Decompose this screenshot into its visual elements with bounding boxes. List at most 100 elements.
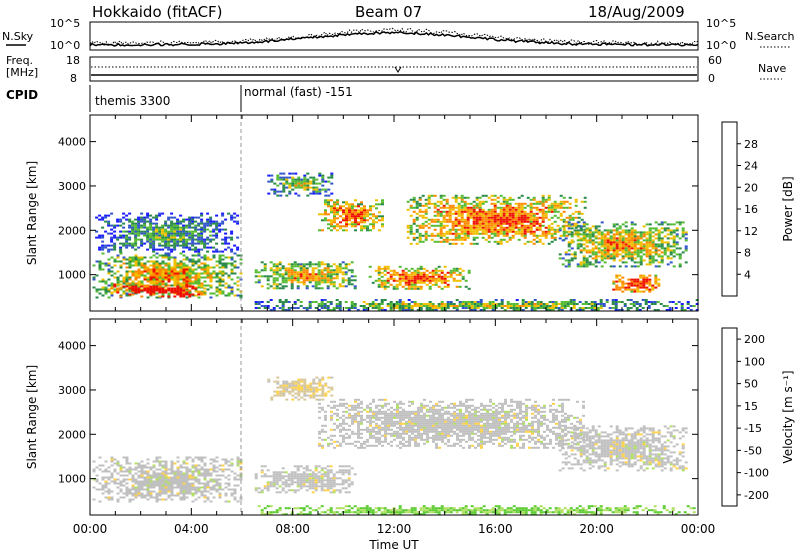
echo-cell — [490, 222, 494, 225]
echo-cell — [583, 200, 587, 203]
echo-cell — [383, 269, 387, 272]
echo-cell — [660, 239, 664, 242]
echo-cell — [627, 229, 631, 232]
echo-cell — [128, 500, 132, 503]
echo-cell — [419, 305, 423, 307]
echo-cell — [421, 224, 425, 227]
echo-cell — [556, 224, 560, 227]
echo-cell — [297, 180, 301, 183]
echo-cell — [224, 294, 228, 297]
echo-cell — [317, 471, 321, 474]
echo-cell — [418, 236, 422, 239]
echo-cell — [269, 269, 273, 272]
echo-cell — [149, 240, 153, 243]
echo-cell — [161, 232, 165, 235]
noise-left-tick-top: 10^5 — [50, 17, 80, 30]
echo-cell — [520, 202, 524, 205]
echo-cell — [146, 285, 150, 288]
echo-cell — [326, 465, 330, 468]
echo-cell — [137, 220, 141, 223]
echo-cell — [591, 251, 595, 254]
echo-cell — [134, 244, 138, 247]
echo-cell — [290, 479, 294, 482]
echo-cell — [146, 490, 150, 493]
echo-cell — [164, 282, 168, 285]
echo-cell — [475, 242, 479, 245]
echo-cell — [309, 186, 313, 189]
echo-cell — [254, 269, 258, 272]
echo-cell — [272, 273, 276, 276]
echo-cell — [585, 259, 589, 262]
echo-cell — [218, 254, 222, 257]
echo-cell — [431, 279, 435, 282]
echo-cell — [272, 479, 276, 482]
echo-cell — [263, 487, 267, 490]
echo-cell — [134, 472, 138, 475]
echo-cell — [285, 194, 289, 197]
echo-cell — [508, 238, 512, 241]
echo-cell — [293, 279, 297, 282]
echo-cell — [308, 281, 312, 284]
echo-cell — [532, 216, 536, 219]
echo-cell — [338, 309, 342, 311]
echo-cell — [389, 277, 393, 280]
echo-cell — [179, 214, 183, 217]
echo-cell — [579, 263, 583, 266]
echo-cell — [332, 485, 336, 488]
echo-cell — [339, 207, 342, 210]
echo-cell — [149, 234, 153, 237]
echo-cell — [603, 249, 607, 252]
echo-cell — [197, 258, 201, 261]
echo-cell — [134, 228, 138, 231]
echo-cell — [200, 482, 204, 485]
echo-cell — [119, 280, 123, 283]
echo-cell — [272, 471, 276, 474]
echo-cell — [299, 265, 303, 268]
echo-cell — [197, 286, 201, 289]
echo-cell — [158, 238, 162, 241]
echo-cell — [314, 483, 318, 486]
echo-cell — [639, 284, 643, 287]
echo-cell — [485, 303, 489, 305]
echo-cell — [173, 480, 177, 483]
echo-cell — [615, 276, 619, 279]
echo-cell — [317, 475, 321, 478]
echo-cell — [146, 260, 150, 263]
echo-cell — [347, 269, 351, 272]
echo-cell — [200, 490, 204, 493]
echo-cell — [281, 305, 285, 307]
echo-cell — [128, 290, 132, 293]
echo-cell — [188, 484, 192, 487]
echo-cell — [612, 229, 616, 232]
echo-cell — [642, 284, 646, 287]
echo-cell — [188, 220, 192, 223]
echo-cell — [538, 222, 542, 225]
echo-cell — [398, 265, 402, 268]
echo-cell — [152, 278, 156, 281]
echo-cell — [502, 234, 506, 237]
echo-cell — [684, 245, 688, 248]
echo-cell — [104, 290, 108, 293]
echo-cell — [173, 272, 177, 275]
echo-cell — [272, 281, 276, 284]
echo-cell — [191, 264, 195, 267]
echo-cell — [131, 222, 135, 225]
echo-cell — [684, 239, 688, 242]
echo-cell — [529, 208, 533, 211]
echo-cell — [412, 222, 416, 225]
echo-cell — [275, 305, 279, 307]
echo-cell — [134, 466, 138, 469]
echo-cell — [579, 225, 583, 228]
echo-cell — [458, 273, 462, 276]
echo-cell — [662, 305, 666, 307]
echo-cell — [404, 271, 408, 274]
echo-cell — [422, 279, 426, 282]
echo-cell — [344, 271, 348, 274]
echo-cell — [582, 221, 586, 224]
echo-cell — [113, 244, 117, 247]
echo-cell — [410, 277, 414, 280]
echo-cell — [137, 284, 141, 287]
echo-cell — [597, 231, 601, 234]
echo-cell — [623, 305, 627, 307]
echo-cell — [460, 220, 464, 223]
